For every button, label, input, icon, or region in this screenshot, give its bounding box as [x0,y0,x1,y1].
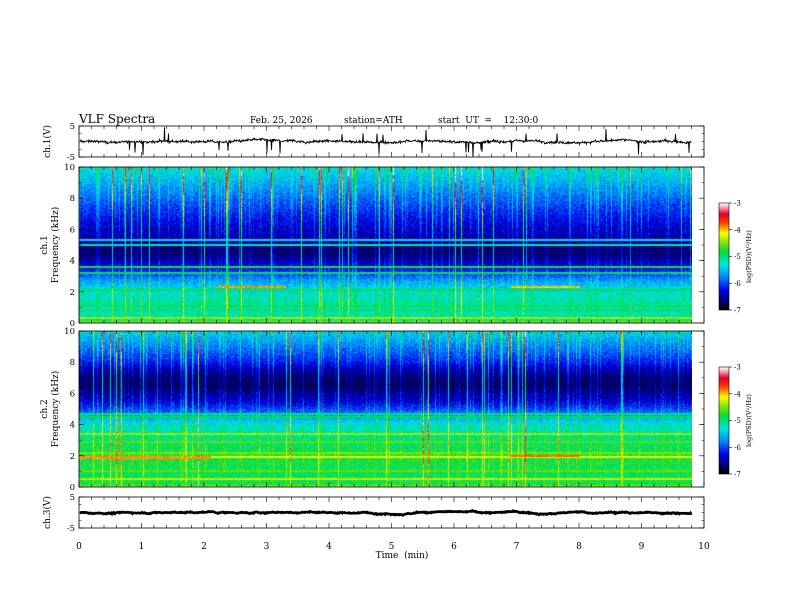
ch1-spectrogram-colorbar-tick-label: -6 [734,280,741,288]
ch2-spectrogram-ytick-label: 4 [70,421,75,431]
ch2-spectrogram-ytick-label: 6 [70,389,75,399]
ch1-spectrogram-colorbar-label: log(PSD)(V²/Hz) [745,230,753,283]
ch2-spectrogram-colorbar-tick-label: -7 [734,471,741,479]
ch2-spectrogram-ylabel-channel: ch.2 [40,399,50,418]
ch3-waveform-panel: 5 -5 ch.3(V) [42,493,705,534]
ch1-spectrogram-ytick-label: 4 [70,257,75,267]
ch1-spectrogram-ylabel-channel: ch.1 [40,235,50,254]
ch1-spectrogram-ytick-label: 6 [70,225,75,235]
ch2-spectrogram-colorbar [719,367,729,474]
ch2-spectrogram-colorbar-tick-label: -4 [734,390,741,398]
ch1-waveform-ytick-label: -5 [67,153,75,163]
ch1-waveform-ylabel: ch.1(V) [42,125,53,158]
ch2-spectrogram-colorbar-tick-label: -6 [734,444,741,452]
time-tick-label: 10 [698,542,710,552]
time-tick-label: 7 [514,542,520,552]
ch1-spectrogram-ytick-label: 0 [70,319,75,329]
ch3-waveform-ytick-label: -5 [67,524,75,534]
figure-title: VLF Spectra [78,112,155,126]
ch1-spectrogram-ytick-label: 8 [70,194,75,204]
ch2-spectrogram-colorbar-label: log(PSD)(V²/Hz) [745,394,753,447]
time-tick-label: 8 [576,542,582,552]
ch1-spectrogram-colorbar-tick-label: -4 [734,226,741,234]
ch2-spectrogram-panel: 0 2 4 6 8 10 ch.2 Frequency (kHz) -3 -4 -5 -6 -7 log(… [40,327,753,493]
ch3-waveform-ytick-label: 5 [70,493,75,503]
time-tick-label: 6 [451,542,457,552]
ch1-spectrogram-panel: 0 2 4 6 8 10 ch.1 Frequency (kHz) -3 -4 -5 -6 -7 log(… [40,163,753,329]
ch1-waveform-panel: 5 -5 ch.1(V) [42,122,705,163]
ch1-spectrogram-ytick-label: 10 [64,163,75,173]
ch2-spectrogram-ytick-label: 8 [70,358,75,368]
ch2-spectrogram-ytick-label: 10 [64,327,75,337]
time-tick-label: 3 [264,542,270,552]
time-tick-label: 5 [389,542,395,552]
ch1-spectrogram-colorbar-tick-label: -7 [734,307,741,315]
ch1-spectrogram-ylabel-frequency: Frequency (kHz) [50,207,61,284]
time-axis: 0 1 2 3 4 5 6 7 8 9 10 [76,542,710,552]
ch2-spectrogram-ylabel-frequency: Frequency (kHz) [50,371,61,448]
figure-start-ut: start UT = 12:30:0 [438,116,539,126]
ch2-spectrogram-ytick-label: 2 [70,452,75,462]
time-tick-label: 0 [76,542,82,552]
figure-station: station=ATH [344,116,403,126]
ch1-spectrogram-colorbar-tick-label: -5 [734,253,741,261]
ch2-spectrogram-heatmap [79,331,692,487]
time-tick-label: 2 [201,542,207,552]
ch2-spectrogram-colorbar-tick-label: -3 [734,364,741,372]
ch1-spectrogram-colorbar-tick-label: -3 [734,200,741,208]
time-tick-label: 4 [326,542,332,552]
ch1-waveform-trace [79,127,692,158]
ch1-spectrogram-ytick-label: 2 [70,288,75,298]
ch1-spectrogram-heatmap [79,167,692,323]
ch3-waveform-trace [79,508,693,517]
ch1-spectrogram-colorbar [719,203,729,310]
ch1-waveform-ytick-label: 5 [70,122,75,132]
ch3-waveform-ylabel: ch.3(V) [42,496,53,529]
time-tick-label: 1 [139,542,145,552]
ch2-spectrogram-colorbar-tick-label: -5 [734,417,741,425]
time-tick-label: 9 [639,542,645,552]
time-axis-label: Time (min) [376,550,429,561]
figure-date: Feb. 25, 2026 [250,116,313,126]
ch2-spectrogram-ytick-label: 0 [70,483,75,493]
